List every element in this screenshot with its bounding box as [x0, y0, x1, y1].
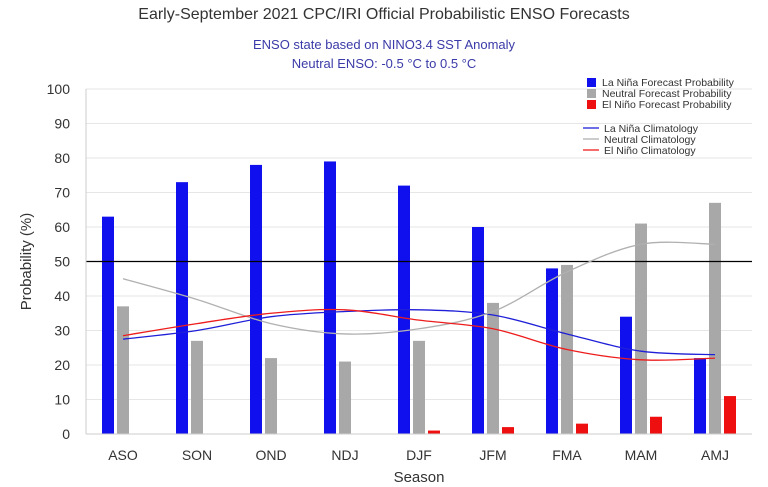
x-axis-label: Season [394, 469, 445, 486]
legend-label: La Niña Forecast Probability [602, 77, 735, 89]
y-tick-label: 70 [54, 185, 70, 201]
bar-la-nina [620, 316, 632, 434]
el-nino-climatology-line [122, 308, 716, 361]
bar-neutral [117, 306, 129, 434]
bar-neutral [635, 223, 647, 434]
bar-neutral [413, 340, 425, 434]
bar-neutral [709, 202, 721, 434]
bar-neutral [487, 302, 499, 434]
x-tick-label: DJF [406, 447, 432, 463]
x-tick-label: NDJ [331, 447, 358, 463]
la-nina-climatology-line [122, 309, 716, 356]
legend-label: El Niño Climatology [604, 145, 696, 157]
legend-swatch-la-nina [587, 78, 596, 87]
bar-el-nino [428, 430, 440, 434]
x-tick-label: FMA [552, 447, 582, 463]
y-tick-label: 30 [54, 323, 70, 339]
x-tick-label: ASO [108, 447, 138, 463]
legend-label: El Niño Forecast Probability [602, 99, 732, 111]
y-tick-label: 0 [62, 426, 70, 442]
chart-title: Early-September 2021 CPC/IRI Official Pr… [138, 6, 630, 23]
x-tick-label: MAM [625, 447, 658, 463]
y-tick-label: 60 [54, 219, 70, 235]
y-axis-label: Probability (%) [18, 213, 35, 311]
legend-label: Neutral Climatology [604, 134, 696, 146]
legend-label: La Niña Climatology [604, 123, 699, 135]
bar-neutral [265, 358, 277, 434]
bar-el-nino [502, 427, 514, 434]
legend-swatch-el-nino [587, 100, 596, 109]
y-tick-label: 90 [54, 116, 70, 132]
y-tick-label: 20 [54, 357, 70, 373]
legend-swatch-neutral [587, 89, 596, 98]
y-tick-label: 100 [47, 81, 71, 97]
bar-neutral [191, 340, 203, 434]
bar-el-nino [724, 396, 736, 434]
bar-la-nina [472, 227, 484, 434]
x-tick-label: JFM [479, 447, 506, 463]
bar-el-nino [576, 423, 588, 434]
legend-label: Neutral Forecast Probability [602, 88, 732, 100]
bar-la-nina [176, 182, 188, 434]
chart-subtitle-line-2: Neutral ENSO: -0.5 °C to 0.5 °C [291, 56, 477, 71]
bar-la-nina [694, 358, 706, 434]
bar-el-nino [650, 416, 662, 434]
bar-la-nina [102, 216, 114, 434]
chart-subtitle-line-1: ENSO state based on NINO3.4 SST Anomaly [252, 37, 516, 52]
bar-la-nina [250, 164, 262, 434]
x-tick-label: OND [255, 447, 286, 463]
y-tick-label: 50 [54, 254, 70, 270]
y-tick-label: 80 [54, 150, 70, 166]
x-tick-label: SON [182, 447, 212, 463]
bar-la-nina [324, 161, 336, 434]
bar-la-nina [546, 268, 558, 434]
neutral-climatology-line [122, 241, 716, 335]
bar-neutral [339, 361, 351, 434]
y-tick-label: 10 [54, 392, 70, 408]
y-tick-label: 40 [54, 288, 70, 304]
x-tick-label: AMJ [701, 447, 729, 463]
